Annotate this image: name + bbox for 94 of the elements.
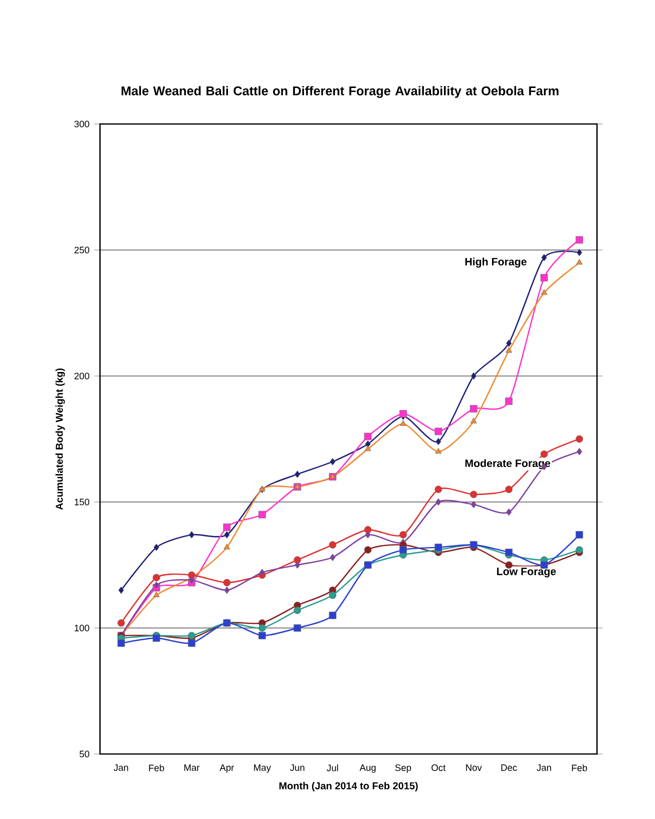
point: [470, 405, 478, 412]
y-tick-label: 250: [74, 246, 90, 254]
point: [294, 470, 300, 478]
point: [541, 254, 547, 262]
point: [470, 372, 476, 380]
y-tick-label: 200: [74, 372, 90, 380]
point: [154, 581, 160, 589]
point: [505, 486, 513, 494]
y-tick-label: 300: [74, 120, 90, 128]
x-tick-label: Apr: [220, 764, 234, 773]
point: [576, 448, 582, 456]
point: [434, 544, 442, 552]
x-tick-label: Feb: [572, 764, 588, 772]
x-tick-label: Jan: [536, 764, 552, 771]
point: [188, 571, 196, 579]
point: [117, 619, 125, 627]
point: [399, 546, 407, 554]
point: [152, 574, 160, 582]
point: [470, 500, 476, 508]
point: [506, 340, 512, 347]
point: [258, 510, 266, 518]
x-tick-label: Sep: [395, 764, 412, 773]
x-tick-label: Jun: [290, 764, 304, 771]
point: [364, 445, 372, 452]
point: [576, 435, 584, 443]
point: [435, 448, 442, 454]
point: [188, 576, 194, 584]
annotation: High Forage: [465, 258, 527, 268]
point: [436, 438, 442, 446]
point: [364, 526, 372, 534]
point: [505, 398, 513, 405]
y-axis-title: Acumulated Body Weight (kg): [56, 368, 65, 510]
point: [576, 546, 584, 554]
point: [224, 544, 230, 550]
x-tick-label: Jan: [114, 764, 128, 771]
y-tick-label: 50: [80, 750, 90, 758]
point: [436, 498, 442, 506]
point: [259, 568, 265, 576]
x-tick-label: Feb: [149, 764, 164, 772]
point: [328, 612, 336, 620]
x-tick-label: May: [254, 764, 271, 773]
point: [118, 586, 124, 594]
point: [399, 410, 407, 418]
x-tick-label: Jul: [326, 764, 338, 772]
point: [328, 541, 336, 549]
x-tick-label: Aug: [360, 764, 376, 773]
point: [470, 490, 478, 498]
chart-title: Male Weaned Bali Cattle on Different Forage Availability at Oebola Farm: [122, 86, 558, 98]
y-tick-label: 100: [74, 624, 90, 632]
point: [328, 592, 336, 599]
annotation: Low Forage: [497, 568, 556, 578]
point: [188, 639, 196, 647]
point: [540, 274, 548, 282]
x-tick-label: Nov: [466, 764, 482, 771]
point: [258, 632, 266, 640]
x-tick-label: Mar: [184, 764, 200, 771]
point: [294, 624, 302, 632]
point: [258, 624, 266, 632]
point: [400, 420, 406, 426]
x-tick-label: Oct: [432, 764, 446, 771]
point: [506, 508, 512, 516]
point: [365, 531, 371, 538]
point: [153, 592, 160, 598]
point: [434, 486, 442, 494]
point: [330, 458, 336, 466]
point: [294, 561, 300, 569]
point: [364, 546, 372, 554]
point: [576, 531, 584, 538]
point: [224, 531, 230, 538]
point: [434, 428, 442, 436]
point: [505, 548, 513, 556]
point: [399, 531, 407, 538]
point: [294, 606, 302, 614]
point: [576, 236, 584, 244]
x-axis-title: Month (Jan 2014 to Feb 2015): [279, 782, 418, 792]
point: [223, 578, 231, 586]
point: [470, 418, 477, 424]
point: [330, 554, 336, 562]
y-tick-label: 150: [74, 498, 90, 506]
point: [576, 258, 583, 265]
point: [540, 289, 548, 295]
point: [152, 634, 160, 642]
point: [364, 432, 372, 440]
x-tick-label: Dec: [501, 764, 517, 771]
point: [154, 544, 160, 552]
point: [223, 524, 231, 531]
point: [117, 639, 125, 647]
point: [188, 632, 196, 640]
point: [506, 347, 512, 353]
point: [224, 586, 230, 594]
point: [576, 248, 582, 256]
point: [188, 531, 194, 538]
annotation: Moderate Forage: [465, 459, 550, 470]
point: [540, 450, 548, 458]
